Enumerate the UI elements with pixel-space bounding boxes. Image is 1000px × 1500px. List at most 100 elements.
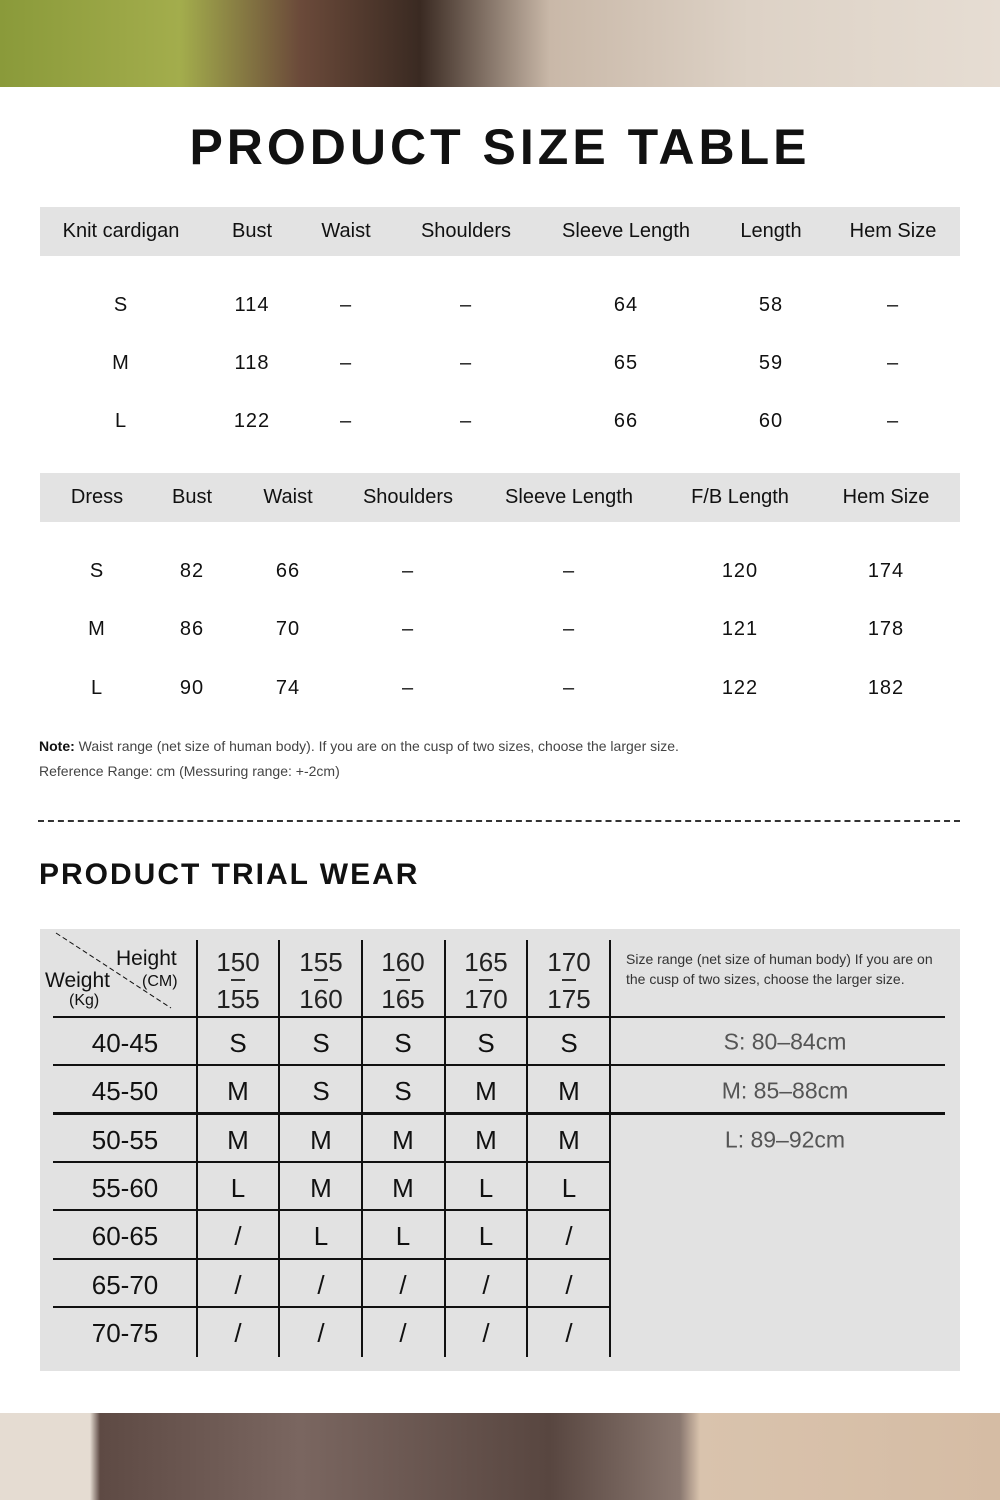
table-cell: 74 (275, 677, 301, 699)
size-cell: M (310, 1124, 332, 1155)
size-cell: M (475, 1124, 497, 1155)
height-dash (231, 979, 245, 981)
table-cell: 58 (758, 294, 784, 316)
table-cell: 114 (234, 294, 270, 316)
grid-line (53, 1209, 610, 1212)
height-to: 155 (216, 984, 260, 1014)
grid-line (444, 940, 446, 1357)
table-cell: – (401, 560, 415, 582)
weight-label: 60-65 (91, 1221, 159, 1252)
height-to: 175 (547, 984, 591, 1014)
column-header: Dress (70, 486, 124, 508)
table-cell: – (401, 618, 415, 640)
table-cell: 59 (758, 352, 784, 374)
column-header: F/B Length (691, 486, 789, 508)
column-header: Waist (321, 220, 371, 242)
grid-line (53, 1305, 610, 1308)
table-cell: 66 (275, 560, 301, 582)
column-header: Sleeve Length (562, 220, 690, 242)
size-cell: S (394, 1076, 412, 1107)
grid-line (361, 940, 363, 1357)
table-cell: – (459, 410, 473, 432)
note-text: Waist range (net size of human body). If… (74, 738, 679, 754)
size-label: M (112, 352, 130, 374)
size-cell: L (478, 1172, 494, 1203)
page-title: PRODUCT SIZE TABLE (189, 119, 811, 175)
size-cell: S (394, 1028, 412, 1058)
size-cell: M (227, 1124, 249, 1155)
weight-label: 70-75 (91, 1317, 159, 1348)
size-label: S (113, 294, 129, 316)
corner-cm: (CM) (142, 973, 178, 990)
height-dash (562, 979, 576, 981)
size-label: L (90, 677, 104, 699)
grid-line (196, 940, 198, 1357)
size-cell: M (227, 1076, 249, 1107)
table-cell: 121 (721, 618, 759, 640)
column-header: Bust (231, 220, 273, 242)
size-cell: L (561, 1172, 577, 1203)
product-photo-top (0, 0, 1000, 87)
table-cell: 66 (613, 410, 639, 432)
weight-label: 55-60 (91, 1172, 159, 1203)
column-header: Hem Size (842, 486, 930, 508)
table-cell: – (339, 410, 353, 432)
size-cell: M (310, 1172, 332, 1203)
size-cell: M (392, 1124, 414, 1155)
table-cell: 70 (275, 618, 301, 640)
size-cell: S (560, 1028, 578, 1058)
trial-title: PRODUCT TRIAL WEAR (39, 858, 420, 891)
height-to: 165 (381, 984, 425, 1014)
table-cell: 118 (234, 352, 270, 374)
column-header: Bust (171, 486, 213, 508)
weight-label: 65-70 (91, 1269, 159, 1300)
table-cell: – (886, 410, 900, 432)
size-cell: / (565, 1221, 573, 1252)
size-cell: / (317, 1269, 325, 1300)
size-cell: / (482, 1269, 490, 1300)
trial-wear-table-bg (40, 929, 960, 1371)
column-header: Length (740, 220, 802, 242)
column-header: Shoulders (420, 220, 512, 242)
grid-line (609, 940, 611, 1357)
table-cell: – (459, 352, 473, 374)
height-from: 170 (547, 947, 591, 977)
table-cell: 178 (867, 618, 905, 640)
size-cell: L (395, 1221, 411, 1252)
cardigan-header-band (40, 207, 960, 256)
table-cell: 174 (867, 560, 905, 582)
corner-weight: Weight (45, 969, 110, 992)
table-cell: – (401, 677, 415, 699)
grid-line (53, 1112, 945, 1114)
size-cell: / (234, 1269, 242, 1300)
column-header: Waist (263, 486, 313, 508)
grid-line (53, 1016, 945, 1018)
height-dash (396, 979, 410, 981)
dress-header-band (40, 473, 960, 522)
size-cell: M (475, 1076, 497, 1107)
table-cell: – (562, 677, 576, 699)
table-cell: 90 (179, 677, 205, 699)
table-cell: 65 (613, 352, 639, 374)
table-cell: – (886, 294, 900, 316)
corner-height: Height (116, 947, 177, 970)
size-range-note: Size range (net size of human body) If y… (626, 951, 933, 987)
corner-kg: (Kg) (69, 992, 100, 1009)
weight-label: 50-55 (91, 1124, 159, 1155)
bust-range: L: 89–92cm (724, 1126, 846, 1153)
table-cell: – (562, 618, 576, 640)
table-cell: 120 (721, 560, 759, 582)
height-dash (314, 979, 328, 981)
size-cell: / (234, 1221, 242, 1252)
height-from: 155 (299, 947, 343, 977)
table-cell: – (459, 294, 473, 316)
grid-line (53, 1064, 945, 1067)
note: Note: Waist range (net size of human bod… (39, 738, 679, 754)
size-cell: S (229, 1028, 247, 1058)
size-cell: S (312, 1076, 330, 1107)
grid-line (278, 940, 280, 1357)
height-to: 160 (299, 984, 343, 1014)
column-header: Hem Size (849, 220, 937, 242)
grid-line (526, 940, 528, 1357)
